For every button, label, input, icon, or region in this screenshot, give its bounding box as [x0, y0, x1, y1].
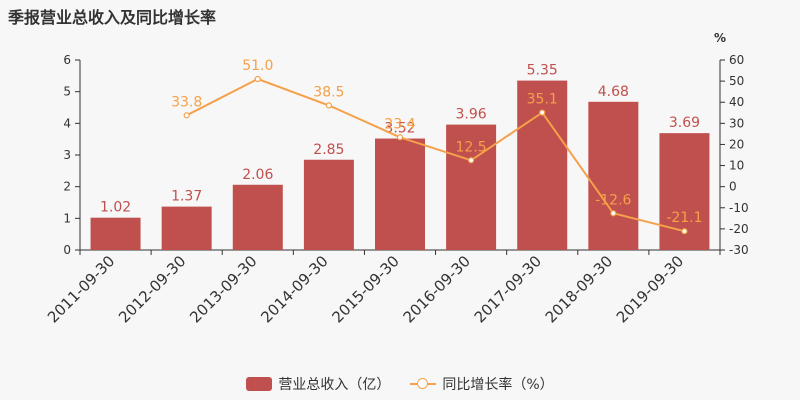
x-tick-label: 2018-09-30: [542, 252, 616, 326]
growth-value-label: 51.0: [242, 58, 273, 74]
y-left-tick-label: 5: [63, 85, 71, 99]
x-tick-label: 2012-09-30: [115, 252, 189, 326]
bar-value-label: 5.35: [527, 63, 558, 79]
y-left-tick-label: 2: [63, 180, 71, 194]
y-left-tick-label: 4: [63, 116, 71, 130]
bar: [90, 217, 141, 250]
bar-value-label: 3.52: [384, 121, 415, 137]
y-right-tick-label: 30: [729, 116, 744, 130]
growth-point: [183, 112, 190, 119]
x-tick-label: 2014-09-30: [257, 252, 331, 326]
x-tick-label: 2013-09-30: [186, 252, 260, 326]
y-right-tick-label: 10: [729, 159, 744, 173]
legend: 营业总收入（亿） 同比增长率（%）: [0, 374, 800, 394]
bar: [232, 184, 283, 250]
chart-title: 季报营业总收入及同比增长率: [8, 8, 217, 27]
y-right-tick-label: 40: [729, 95, 744, 109]
x-tick-label: 2019-09-30: [613, 252, 687, 326]
chart-canvas: 0 1 2 3 4 5 6 -30 -20 -10 0 10 20 30 40 50 60% 2011-09-30…: [44, 31, 749, 326]
y-right-tick-label: 0: [729, 180, 737, 194]
bar: [375, 138, 425, 250]
y-left-tick-label: 3: [63, 148, 71, 162]
x-tick-label: 2011-09-30: [44, 252, 118, 326]
y-right-tick-label: -20: [729, 222, 749, 236]
y-left-tick-label: 6: [63, 53, 71, 67]
bar-value-label: 3.69: [669, 115, 700, 131]
bar: [161, 206, 212, 250]
growth-point: [539, 109, 546, 116]
x-tick-label: 2016-09-30: [400, 252, 474, 326]
growth-point: [396, 134, 404, 141]
bar-value-label: 1.02: [100, 200, 131, 216]
legend-label-growth: 同比增长率（%）: [442, 377, 554, 393]
growth-point: [468, 157, 475, 164]
y-right-tick-label: -10: [729, 201, 749, 215]
growth-value-label: 23.4: [384, 116, 415, 132]
growth-value-label: -21.1: [666, 210, 702, 226]
growth-point: [681, 228, 688, 235]
bar-value-label: 2.85: [313, 142, 344, 158]
bar: [303, 159, 354, 250]
growth-point: [610, 210, 617, 217]
growth-value-label: 33.8: [171, 94, 202, 110]
x-tick-label: 2017-09-30: [471, 252, 545, 326]
y-left-tick-label: 1: [63, 211, 71, 225]
legend-item-growth[interactable]: 同比增长率（%）: [410, 374, 554, 394]
legend-label-revenue: 营业总收入（亿）: [278, 377, 391, 393]
y-right-tick-label: 20: [729, 137, 744, 151]
legend-bar-swatch: [246, 377, 273, 391]
growth-value-label: 35.1: [527, 92, 558, 108]
x-tick-label: 2015-09-30: [328, 252, 402, 326]
y-right-tick-label: 60: [729, 53, 744, 67]
bar-value-label: 2.06: [242, 167, 273, 183]
y-right-tick-label: -30: [729, 243, 749, 257]
growth-point: [254, 75, 261, 83]
bar: [446, 124, 497, 250]
bar-value-label: 4.68: [598, 84, 629, 100]
y-right-unit-label: %: [714, 31, 726, 45]
bar-value-label: 1.37: [171, 189, 202, 205]
bar-value-label: 3.96: [456, 107, 487, 123]
y-right-tick-label: 50: [729, 74, 744, 88]
growth-value-label: 12.5: [456, 139, 487, 155]
growth-line: [186, 77, 685, 233]
bar: [517, 80, 568, 250]
bar: [588, 101, 639, 250]
growth-point: [325, 102, 332, 109]
growth-value-label: 38.5: [313, 84, 344, 100]
legend-line-swatch: [410, 377, 437, 391]
y-left-tick-label: 0: [63, 243, 71, 257]
legend-item-revenue[interactable]: 营业总收入（亿）: [246, 374, 390, 394]
growth-value-label: -12.6: [595, 192, 631, 208]
